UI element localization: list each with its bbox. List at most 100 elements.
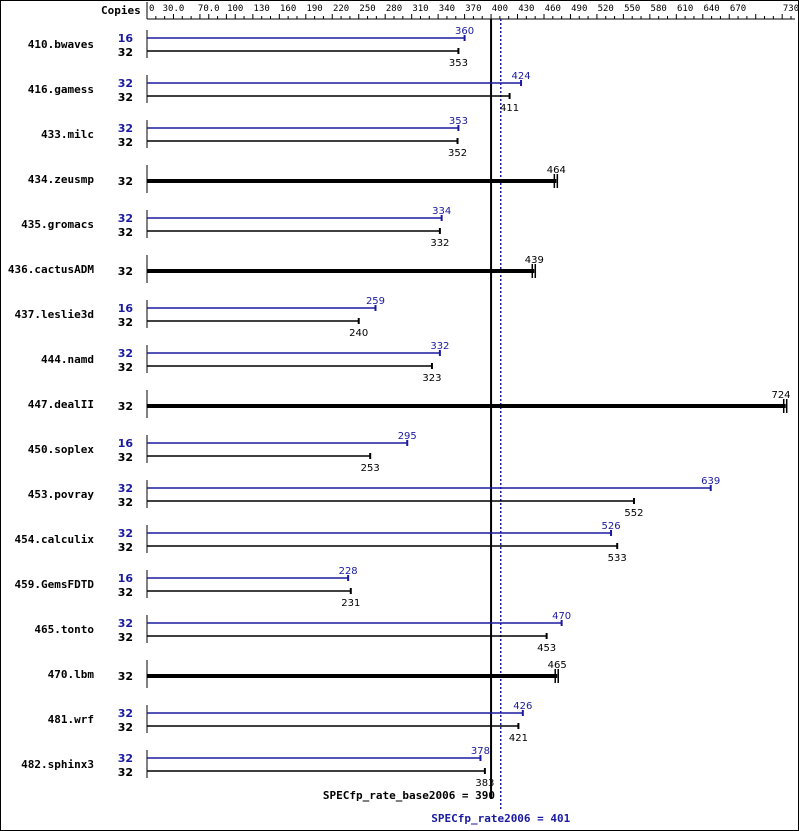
- x-tick-label: 100: [227, 4, 243, 14]
- x-tick-label: 70.0: [198, 4, 220, 14]
- base-copies-label: 32: [118, 721, 133, 734]
- base-value-label: 439: [525, 255, 544, 266]
- benchmark-label: 482.sphinx3: [21, 758, 94, 771]
- base-copies-label: 32: [118, 451, 133, 464]
- base-copies-label: 32: [118, 361, 133, 374]
- x-tick-label: 460: [545, 4, 561, 14]
- base-copies-label: 32: [118, 496, 133, 509]
- base-value-label: 240: [349, 328, 368, 339]
- base-value-label: 464: [547, 165, 566, 176]
- x-tick-label: 610: [677, 4, 693, 14]
- peak-value-label: 426: [513, 701, 532, 712]
- base-value-label: 332: [430, 238, 449, 249]
- base-copies-label: 32: [118, 670, 133, 683]
- peak-value-label: 334: [432, 206, 451, 217]
- benchmark-label: 454.calculix: [15, 533, 95, 546]
- benchmark-label: 434.zeusmp: [28, 173, 95, 186]
- base-copies-label: 32: [118, 631, 133, 644]
- peak-value-label: 378: [471, 746, 490, 757]
- x-tick-label: 550: [624, 4, 640, 14]
- x-tick-label: 490: [571, 4, 587, 14]
- peak-copies-label: 32: [118, 482, 133, 495]
- header-copies-label: Copies: [101, 4, 141, 17]
- peak-value-label: 228: [339, 566, 358, 577]
- peak-value-label: 424: [512, 71, 531, 82]
- base-copies-label: 32: [118, 316, 133, 329]
- reference-label-base: SPECfp_rate_base2006 = 390: [323, 789, 495, 802]
- base-copies-label: 32: [118, 46, 133, 59]
- base-copies-label: 32: [118, 91, 133, 104]
- base-value-label: 465: [548, 660, 567, 671]
- base-copies-label: 32: [118, 226, 133, 239]
- x-tick-label: 0: [149, 4, 154, 14]
- peak-copies-label: 32: [118, 527, 133, 540]
- benchmark-label: 416.gamess: [28, 83, 94, 96]
- peak-copies-label: 16: [118, 437, 134, 450]
- peak-copies-label: 16: [118, 302, 134, 315]
- base-value-label: 552: [624, 508, 643, 519]
- x-tick-label: 430: [518, 4, 534, 14]
- x-tick-label: 730: [783, 4, 798, 14]
- benchmark-label: 444.namd: [41, 353, 94, 366]
- base-copies-label: 32: [118, 400, 133, 413]
- base-value-label: 383: [475, 778, 494, 789]
- benchmark-label: 447.dealII: [28, 398, 94, 411]
- x-tick-label: 310: [412, 4, 428, 14]
- x-tick-label: 280: [386, 4, 402, 14]
- base-value-label: 253: [361, 463, 380, 474]
- benchmark-label: 437.leslie3d: [15, 308, 94, 321]
- benchmark-label: 436.cactusADM: [8, 263, 94, 276]
- peak-value-label: 526: [601, 521, 620, 532]
- base-copies-label: 32: [118, 175, 133, 188]
- benchmark-label: 435.gromacs: [21, 218, 94, 231]
- peak-copies-label: 32: [118, 212, 133, 225]
- benchmark-label: 481.wrf: [48, 713, 94, 726]
- x-tick-label: 130: [254, 4, 270, 14]
- base-value-label: 724: [771, 390, 790, 401]
- base-value-label: 421: [509, 733, 528, 744]
- base-value-label: 231: [341, 598, 360, 609]
- peak-value-label: 470: [552, 611, 571, 622]
- base-copies-label: 32: [118, 586, 133, 599]
- peak-copies-label: 32: [118, 617, 133, 630]
- base-value-label: 453: [537, 643, 556, 654]
- base-value-label: 533: [608, 553, 627, 564]
- x-tick-label: 190: [306, 4, 322, 14]
- benchmark-label: 453.povray: [28, 488, 95, 501]
- peak-copies-label: 16: [118, 572, 134, 585]
- x-tick-label: 640: [703, 4, 719, 14]
- peak-value-label: 332: [430, 341, 449, 352]
- x-tick-label: 520: [598, 4, 614, 14]
- peak-value-label: 353: [449, 116, 468, 127]
- base-value-label: 411: [500, 103, 519, 114]
- x-tick-label: 370: [465, 4, 481, 14]
- base-value-label: 352: [448, 148, 467, 159]
- x-tick-label: 160: [280, 4, 296, 14]
- x-tick-label: 670: [730, 4, 746, 14]
- peak-copies-label: 32: [118, 347, 133, 360]
- peak-copies-label: 16: [118, 32, 134, 45]
- benchmark-label: 450.soplex: [28, 443, 95, 456]
- base-copies-label: 32: [118, 766, 133, 779]
- base-value-label: 353: [449, 58, 468, 69]
- benchmark-label: 470.lbm: [48, 668, 95, 681]
- base-value-label: 323: [422, 373, 441, 384]
- benchmark-label: 465.tonto: [34, 623, 94, 636]
- benchmark-label: 410.bwaves: [28, 38, 94, 51]
- reference-label-peak: SPECfp_rate2006 = 401: [431, 812, 570, 825]
- peak-value-label: 360: [455, 26, 474, 37]
- peak-copies-label: 32: [118, 707, 133, 720]
- peak-copies-label: 32: [118, 77, 133, 90]
- base-copies-label: 32: [118, 136, 133, 149]
- x-tick-label: 400: [492, 4, 508, 14]
- x-tick-label: 30.0: [163, 4, 185, 14]
- base-copies-label: 32: [118, 265, 133, 278]
- peak-value-label: 295: [398, 431, 417, 442]
- x-tick-label: 250: [359, 4, 375, 14]
- x-tick-label: 580: [651, 4, 667, 14]
- peak-value-label: 259: [366, 296, 385, 307]
- base-copies-label: 32: [118, 541, 133, 554]
- peak-copies-label: 32: [118, 122, 133, 135]
